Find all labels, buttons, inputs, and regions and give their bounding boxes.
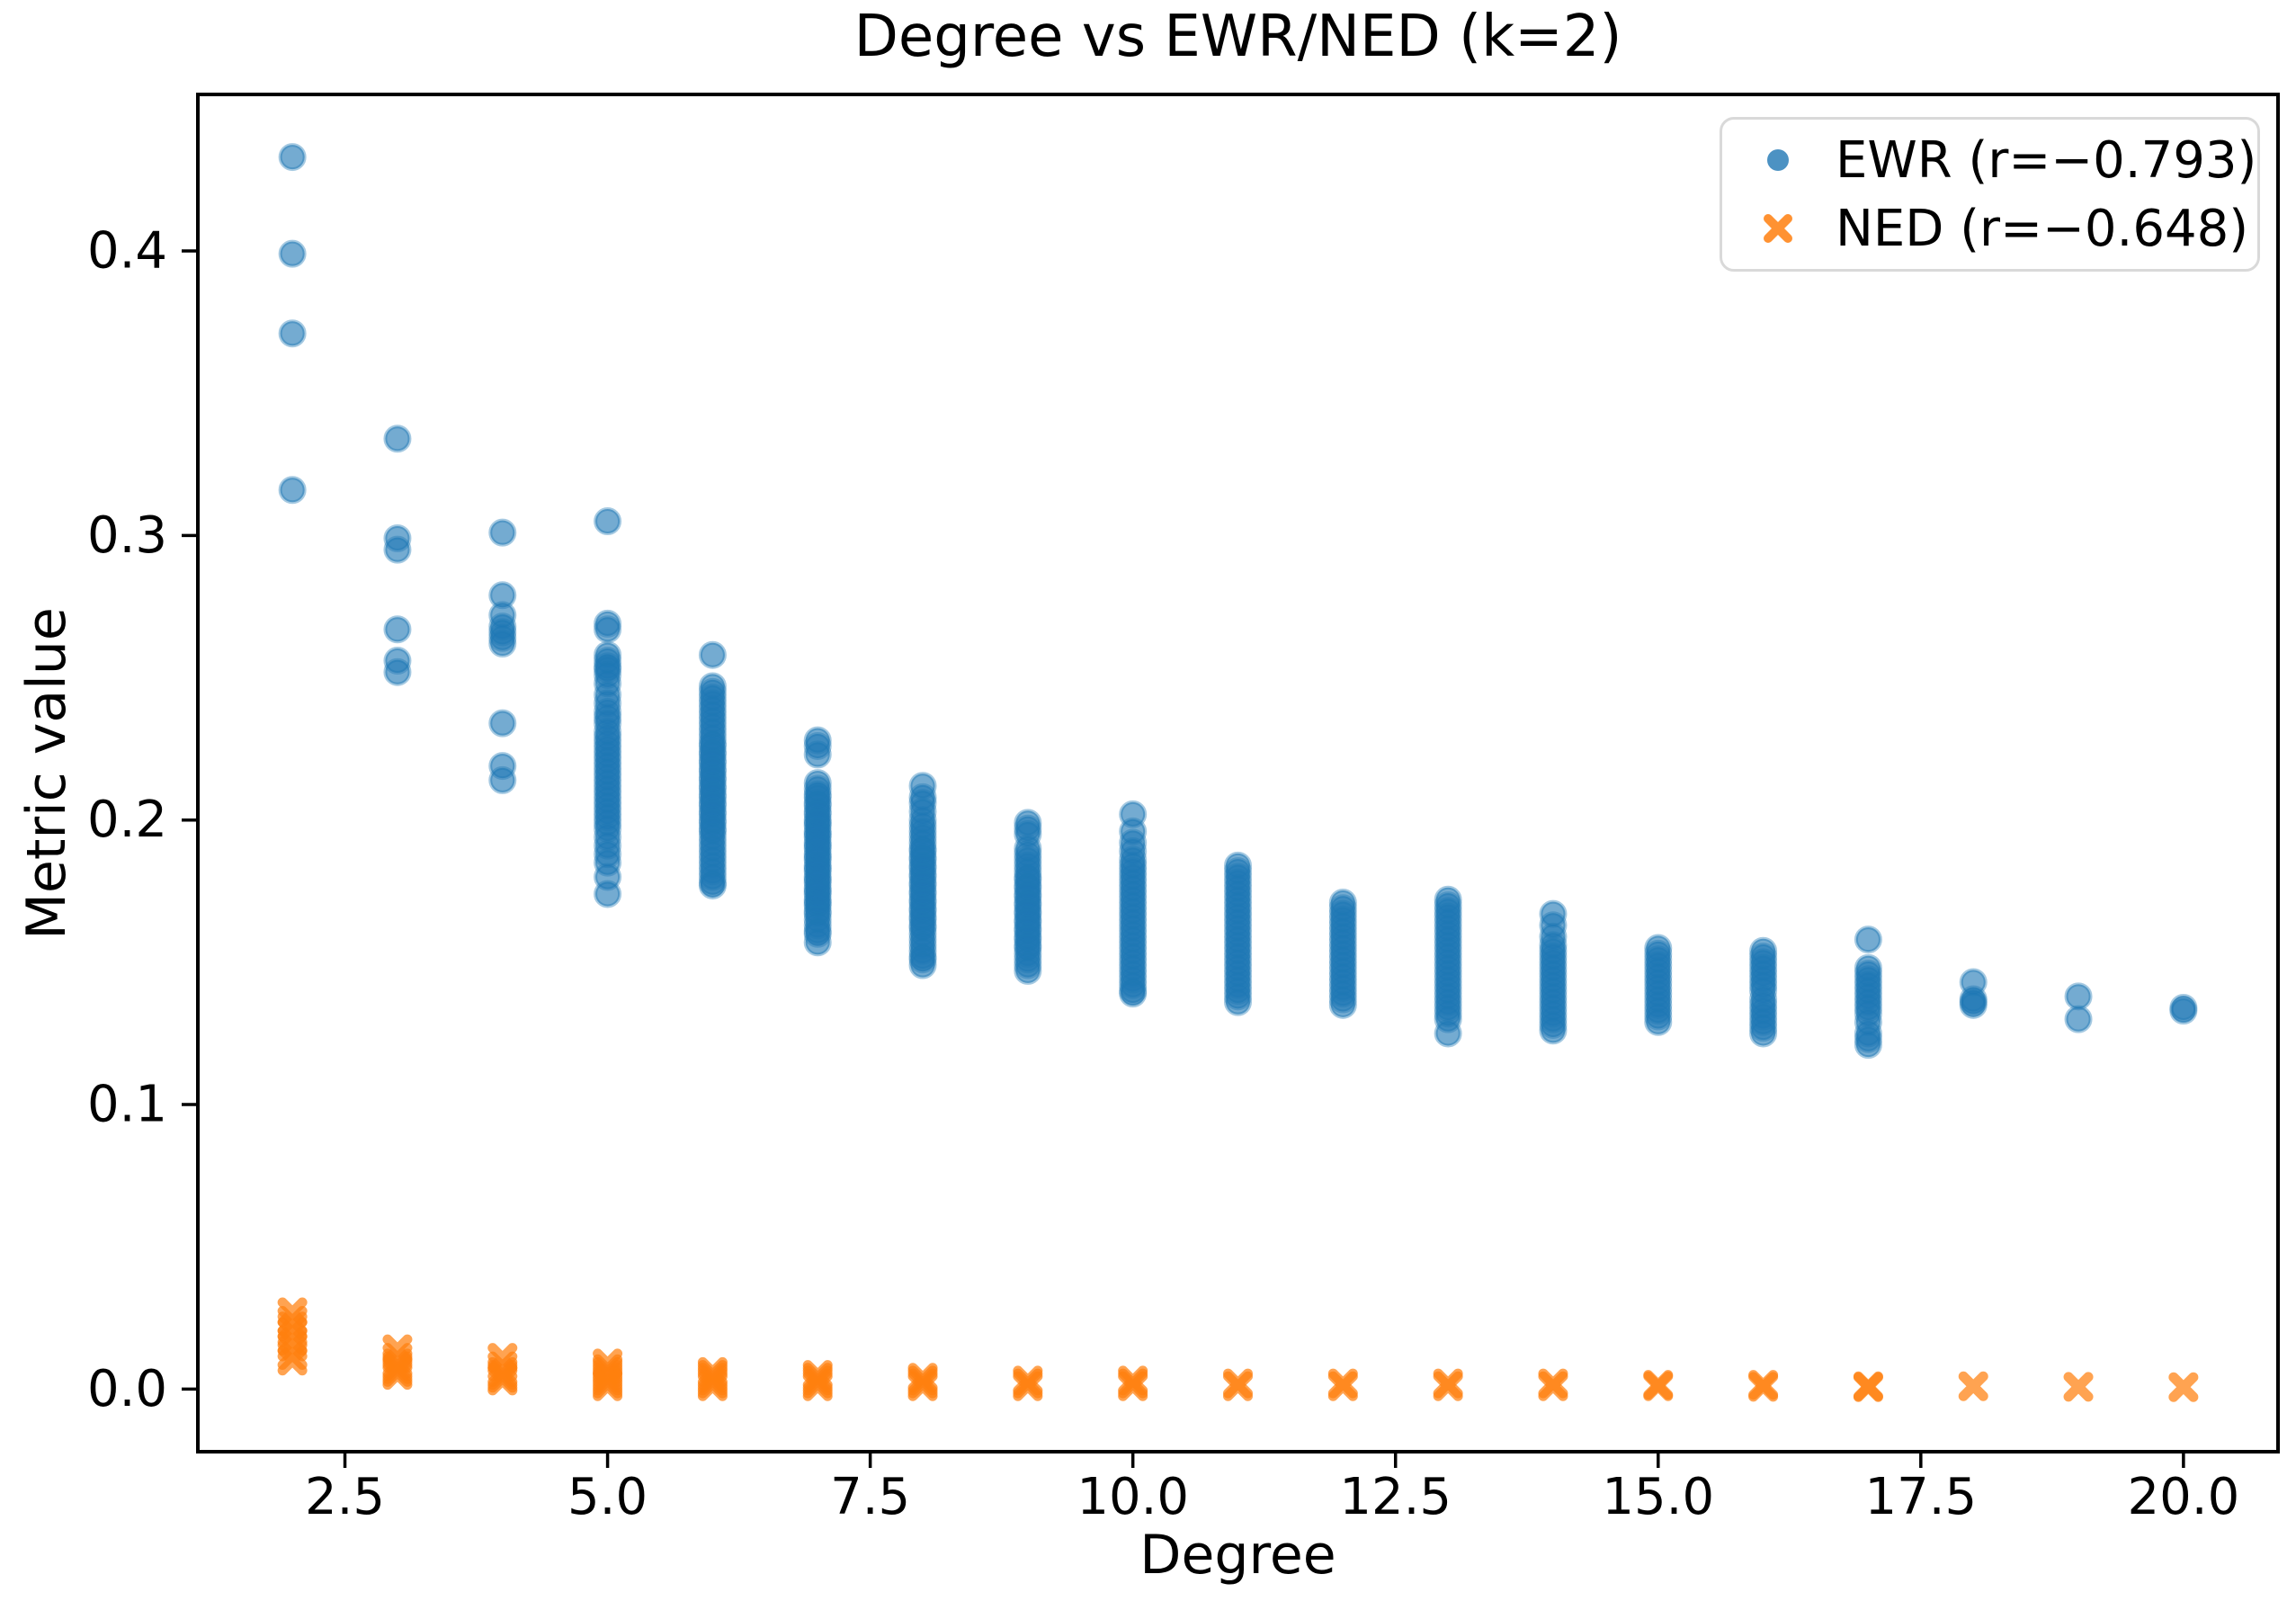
ewr-point [1854, 926, 1882, 954]
ned-point [907, 1371, 938, 1401]
ewr-point [908, 951, 937, 979]
ewr-point [488, 765, 517, 794]
ned-point [697, 1371, 728, 1401]
ewr-point [698, 640, 727, 669]
ned-point [1853, 1372, 1883, 1402]
ned-point [1223, 1371, 1253, 1401]
ewr-point [1014, 956, 1042, 985]
ewr-point [803, 740, 832, 769]
ewr-point [803, 928, 832, 957]
ned-point [2063, 1372, 2094, 1402]
ned-point [1643, 1371, 1674, 1401]
y-tick-label: 0.2 [87, 791, 167, 849]
ewr-point [1854, 1031, 1882, 1060]
legend-item-ewr: EWR (r=−0.793) [1762, 131, 2256, 190]
ewr-point [278, 239, 307, 268]
ewr-point [594, 615, 622, 644]
ewr-point [383, 657, 412, 686]
ewr-point [1644, 1007, 1673, 1036]
ned-point [1013, 1371, 1043, 1401]
legend-item-ned: NED (r=−0.648) [1762, 200, 2248, 258]
x-marker-icon [1762, 213, 1794, 244]
x-axis-label: Degree [1139, 1524, 1336, 1587]
plot-frame [196, 93, 2280, 1453]
chart-title: Degree vs EWR/NED (k=2) [853, 4, 1622, 70]
x-tick-label: 7.5 [830, 1468, 910, 1526]
ewr-point [488, 709, 517, 738]
ewr-point [698, 871, 727, 899]
x-tick-label: 2.5 [305, 1468, 385, 1526]
ewr-point [278, 143, 307, 172]
ewr-point [278, 476, 307, 505]
x-tick-label: 5.0 [567, 1468, 648, 1526]
ewr-point [1749, 1019, 1778, 1048]
ewr-point [1224, 988, 1252, 1016]
ewr-point [488, 518, 517, 547]
ewr-point [383, 615, 412, 644]
ned-point [277, 1346, 308, 1376]
x-tick-label: 10.0 [1077, 1468, 1189, 1526]
ned-point [487, 1365, 518, 1396]
ned-point [1748, 1372, 1779, 1402]
ned-point [2168, 1372, 2199, 1402]
ned-point [593, 1371, 623, 1401]
ewr-point [2064, 982, 2093, 1011]
ned-point [1433, 1371, 1463, 1401]
ewr-point [1328, 990, 1357, 1019]
legend-label-ned: NED (r=−0.648) [1836, 199, 2249, 258]
ned-point [1118, 1371, 1148, 1401]
ewr-point [1119, 979, 1148, 1008]
ewr-point [383, 425, 412, 453]
ned-point [382, 1360, 413, 1391]
ned-point [1538, 1371, 1568, 1401]
ewr-point [1434, 1019, 1462, 1048]
x-tick-label: 15.0 [1602, 1468, 1714, 1526]
ned-point [1958, 1371, 1988, 1401]
ewr-point [383, 535, 412, 564]
ewr-point [2064, 1005, 2093, 1033]
y-tick-label: 0.3 [87, 506, 167, 565]
x-tick-label: 12.5 [1339, 1468, 1452, 1526]
ewr-point [278, 319, 307, 348]
ned-point [1327, 1371, 1358, 1401]
ewr-point [2169, 997, 2198, 1025]
y-tick-label: 0.4 [87, 221, 167, 280]
legend-box: EWR (r=−0.793) NED (r=−0.648) [1720, 117, 2260, 272]
y-axis-label: Metric value [15, 607, 78, 940]
ewr-point [488, 630, 517, 658]
x-tick-label: 17.5 [1864, 1468, 1977, 1526]
circle-marker-icon [1762, 149, 1794, 171]
x-tick-label: 20.0 [2128, 1468, 2240, 1526]
ewr-point [594, 507, 622, 536]
legend-label-ewr: EWR (r=−0.793) [1836, 130, 2257, 190]
ewr-point [1959, 990, 1988, 1019]
ewr-point [594, 880, 622, 908]
ned-point [802, 1371, 833, 1401]
y-tick-label: 0.0 [87, 1360, 167, 1418]
ewr-point [1539, 1016, 1568, 1045]
y-tick-label: 0.1 [87, 1076, 167, 1134]
